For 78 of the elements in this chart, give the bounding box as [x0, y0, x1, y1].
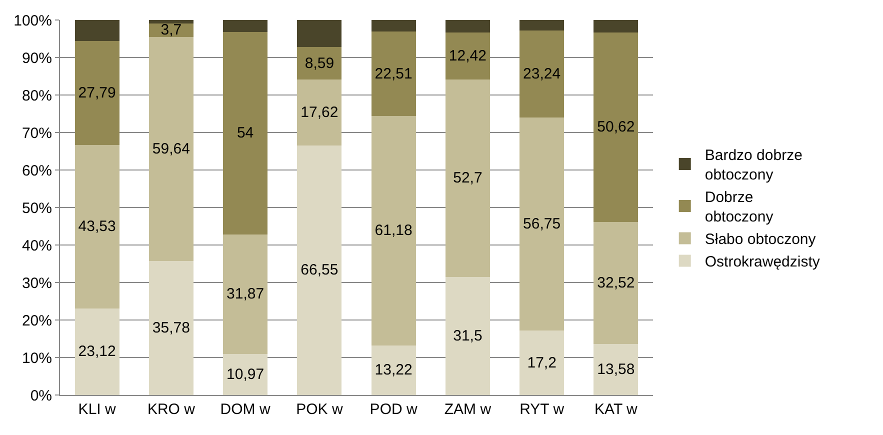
- bar: [594, 32, 638, 222]
- bar: [520, 118, 564, 330]
- bar: [74, 20, 120, 41]
- bar: [594, 222, 638, 344]
- bar: [371, 116, 416, 346]
- bar: [594, 344, 638, 395]
- data-label: 43,53: [78, 218, 116, 236]
- bar: [371, 20, 416, 32]
- bar: [520, 330, 564, 395]
- x-tick-label: KAT w: [594, 401, 638, 418]
- data-label: 10,97: [226, 366, 264, 383]
- data-label: 32,52: [597, 274, 635, 292]
- x-tick-label: KRO w: [147, 401, 196, 418]
- data-label: 27,79: [78, 84, 116, 102]
- data-label: 66,55: [300, 262, 338, 279]
- bar: [445, 32, 490, 80]
- data-label: 52,7: [453, 170, 482, 187]
- bar: [148, 37, 194, 261]
- legend-label: Bardzo dobrze obtoczony: [704, 147, 802, 184]
- y-tick-label: 100%: [14, 12, 52, 30]
- data-label: 23,12: [78, 343, 116, 360]
- data-label: 13,22: [374, 362, 412, 379]
- data-label: 12,42: [448, 47, 486, 64]
- bar: [445, 20, 490, 33]
- data-label: 59,64: [152, 140, 190, 158]
- bar: [223, 32, 268, 234]
- bar: [297, 47, 342, 80]
- data-label: 56,75: [523, 216, 561, 233]
- y-tick-label: 40%: [22, 237, 52, 254]
- x-tick-label: ZAM w: [444, 401, 492, 418]
- data-label: 54: [236, 124, 254, 142]
- bar: [297, 20, 342, 48]
- x-tick-label: KLI w: [78, 401, 116, 418]
- data-label: 8,59: [304, 54, 334, 72]
- bar: [371, 32, 416, 116]
- bar: [594, 20, 638, 32]
- bar: [371, 345, 416, 395]
- data-label: 35,78: [152, 319, 190, 336]
- x-tick-label: POK w: [296, 401, 343, 418]
- y-tick-label: 90%: [22, 50, 52, 67]
- x-tick-label: POD w: [370, 401, 418, 418]
- y-tick-label: 50%: [22, 200, 52, 217]
- data-label: 31,5: [453, 327, 482, 344]
- legend-label: Ostrokrawędzisty: [704, 254, 820, 271]
- bar: [445, 276, 490, 395]
- y-tick-label: 60%: [22, 162, 52, 180]
- bar: [445, 79, 490, 277]
- data-label: 17,2: [527, 354, 556, 372]
- bar: [148, 260, 194, 395]
- bar: [74, 40, 120, 146]
- data-label: 61,18: [374, 222, 412, 240]
- data-label: 23,24: [523, 66, 561, 83]
- legend-label: Dobrze obtoczony: [704, 189, 774, 226]
- bar: [297, 145, 342, 395]
- bar: [297, 79, 342, 146]
- bar: [520, 30, 564, 118]
- y-tick-label: 80%: [22, 87, 52, 104]
- bar: [74, 308, 120, 395]
- bar: [148, 20, 194, 24]
- y-tick-label: 30%: [22, 274, 52, 292]
- data-label: 22,51: [374, 65, 412, 82]
- data-label: 3,7: [160, 22, 182, 39]
- x-tick-label: RYT w: [520, 401, 564, 418]
- y-tick-label: 20%: [22, 312, 52, 330]
- bar: [520, 20, 564, 31]
- x-tick-label: DOM w: [220, 401, 270, 418]
- legend-label: Słabo obtoczony: [704, 231, 816, 248]
- y-tick-label: 70%: [22, 124, 52, 142]
- data-label: 17,62: [300, 104, 338, 121]
- bar: [223, 20, 268, 32]
- data-label: 13,58: [597, 361, 635, 378]
- y-tick-label: 0%: [30, 387, 52, 404]
- data-label: 31,87: [226, 286, 264, 303]
- bar: [223, 234, 268, 354]
- data-label: 50,62: [597, 118, 635, 136]
- y-tick-label: 10%: [22, 350, 52, 367]
- bar: [223, 354, 268, 395]
- bar: [74, 145, 120, 308]
